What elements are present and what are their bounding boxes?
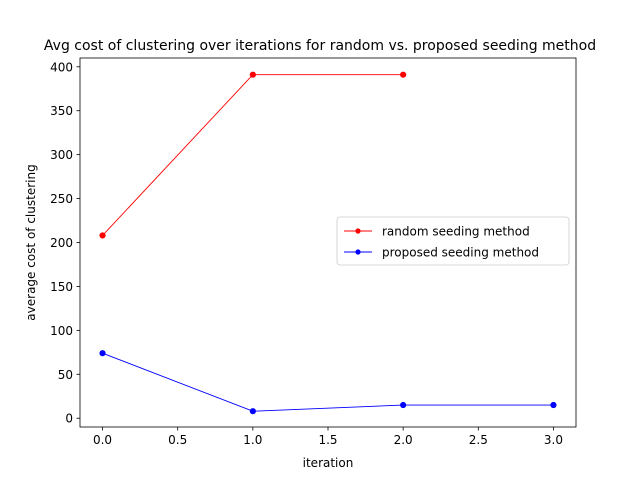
series-layer	[99, 71, 557, 415]
y-tick-label: 150	[50, 280, 73, 294]
plot-frame	[79, 57, 577, 428]
data-point-proposed-seeding-method	[400, 401, 407, 409]
series-line-proposed-seeding-method	[102, 352, 554, 412]
data-point-proposed-seeding-method	[99, 350, 106, 357]
y-tick-label: 400	[50, 60, 73, 74]
legend-marker	[355, 228, 361, 234]
x-tick-label: 0.5	[168, 433, 187, 447]
legend-label: proposed seeding method	[382, 246, 539, 260]
y-tick-label: 250	[50, 192, 73, 206]
data-point-random-seeding-method	[249, 71, 256, 78]
y-tick-label: 50	[58, 368, 73, 382]
legend-box	[336, 216, 570, 266]
data-point-random-seeding-method	[400, 71, 407, 78]
y-tick-label: 200	[50, 236, 73, 250]
x-axis-label: iteration	[303, 456, 354, 470]
y-tick-label: 300	[50, 148, 73, 162]
axes-layer: 0.0 0.5 1.0 1.5 2.0 2.5 3.0 0 50 100 150 200 250 300 3…	[50, 60, 563, 447]
x-tick-label: 1.0	[243, 433, 262, 447]
legend-marker	[355, 249, 361, 255]
y-tick-label: 0	[65, 412, 73, 426]
x-tick-label: 2.5	[469, 433, 488, 447]
x-tick-label: 0.0	[93, 433, 112, 447]
legend: random seeding method proposed seeding me…	[336, 216, 570, 266]
chart-title: Avg cost of clustering over iterations f…	[44, 38, 596, 54]
legend-label: random seeding method	[382, 225, 530, 239]
y-tick-label: 100	[50, 324, 73, 338]
x-tick-label: 1.5	[318, 433, 337, 447]
data-point-proposed-seeding-method	[249, 408, 256, 415]
data-point-random-seeding-method	[99, 232, 106, 239]
y-tick-label: 350	[50, 104, 73, 118]
x-tick-label: 3.0	[544, 433, 563, 447]
data-point-proposed-seeding-method	[550, 401, 557, 409]
y-axis-label: average cost of clustering	[24, 164, 38, 320]
x-tick-label: 2.0	[394, 433, 413, 447]
